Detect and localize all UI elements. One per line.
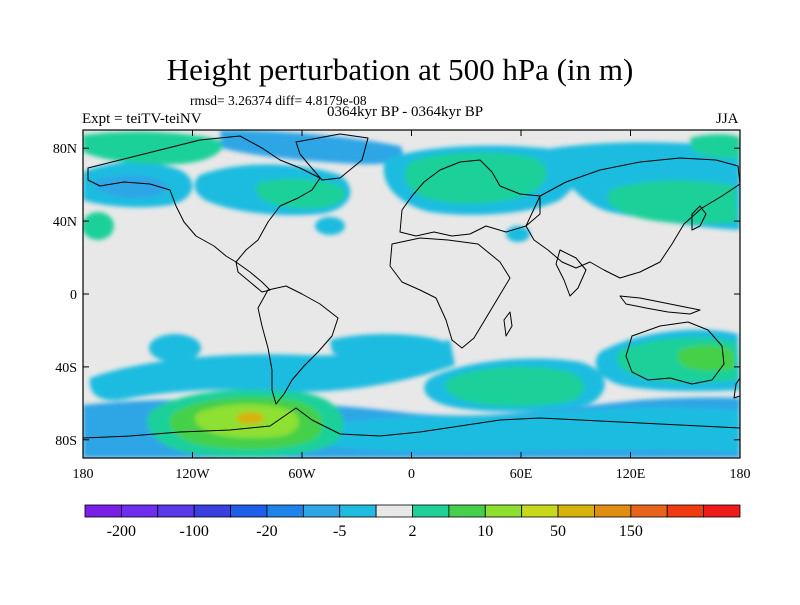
colorbar-label: -20 [256,523,277,540]
contour-north-america-high [255,178,346,209]
lat-tick-label: 40S [55,361,77,376]
contour-west-pacific [83,212,114,240]
colorbar-swatch [484,504,523,518]
colorbar-swatch [703,504,741,518]
lon-tick-label: 180 [730,467,751,482]
lat-tick-label: 40N [53,215,77,230]
colorbar-swatch [120,504,159,518]
plot-title: Height perturbation at 500 hPa (in m) [166,52,634,87]
colorbar-swatch [412,504,450,518]
experiment-label: Expt = teiTV-teiNV [82,111,202,127]
colorbar-label: 50 [550,523,566,540]
colorbar-swatch [666,504,705,518]
coast-greenland [295,133,369,181]
coast-australia [625,321,725,385]
coast-new-zealand [733,377,740,399]
height-perturbation-field [83,130,740,458]
colorbar-swatch [630,504,668,518]
contour-south-pacific-blob [149,334,201,362]
coast-africa [389,237,511,349]
lat-tick-label: 80S [55,434,77,449]
lon-tick-label: 60E [510,467,533,482]
colorbar-label: 150 [619,523,643,540]
period-label: 0364kyr BP - 0364kyr BP [326,104,484,120]
season-label: JJA [716,111,739,127]
coast-central-america [235,261,271,293]
colorbar-label: 2 [409,523,417,540]
contour-south-atlantic [330,334,444,363]
colorbar-swatch [521,504,559,518]
coast-india [555,249,587,297]
colorbar-swatch [157,504,195,518]
coast-europe [399,159,541,237]
colorbar-swatch [557,504,595,518]
lon-tick-label: 120W [175,467,210,482]
lon-tick-label: 180 [73,467,94,482]
stats-line: rmsd= 3.26374 diff= 4.8179e-08 [190,93,367,108]
colorbar: -200 -100 -20 -5 2 10 50 150 [84,504,741,540]
colorbar-swatch [448,504,486,518]
contour-indian-high [445,366,585,407]
coastlines [83,133,740,439]
coast-south-america [257,285,339,405]
lon-tick-label: 60W [288,467,316,482]
lon-tick-label: 0 [408,467,415,482]
colorbar-swatch [84,504,122,518]
contour-atlantic-low [315,217,345,235]
colorbar-swatch [193,504,231,518]
colorbar-swatch [375,504,413,518]
colorbar-swatch [266,504,304,518]
colorbar-swatch [339,504,377,518]
colorbar-label: -5 [333,523,346,540]
coast-japan [691,205,707,231]
colorbar-label: -100 [180,523,209,540]
contour-pacific-high-core [236,412,264,424]
coast-antarctica [83,407,740,439]
contour-north-pacific-core [95,175,168,198]
longitude-axis: 180 120W 60W 0 60E 120E 180 [73,130,751,482]
coast-madagascar [503,311,513,337]
coast-north-america [87,135,321,263]
contour-arctic-pacific [83,131,223,165]
colorbar-swatch [302,504,341,518]
lat-tick-label: 80N [53,142,77,157]
colorbar-swatch [230,504,268,518]
colorbar-label: -200 [107,523,136,540]
contour-southern-band-edge [300,407,740,452]
colorbar-swatch [594,504,632,518]
lon-tick-label: 120E [616,467,646,482]
contour-arctic-east [690,134,740,159]
contour-australia-inner [676,345,734,371]
lat-tick-label: 0 [70,288,77,303]
latitude-axis: 80N 40N 0 40S 80S [53,142,740,449]
colorbar-label: 10 [477,523,493,540]
coast-indonesia [619,295,701,315]
contour-arctic-ridge [220,130,403,165]
